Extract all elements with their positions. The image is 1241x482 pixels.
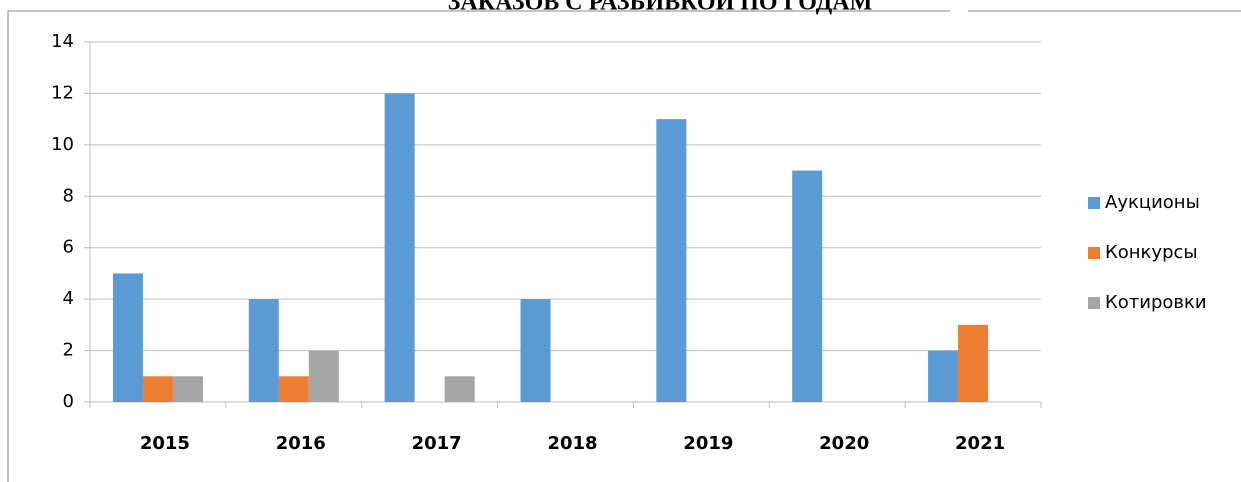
bar [248,299,279,402]
bar [792,170,823,402]
bar [384,93,415,402]
chart-title: ЗАКАЗОВ С РАЗБИВКОЙ ПО ГОДАМ [448,0,872,16]
x-tick-label: 2016 [276,433,326,454]
bar [928,350,959,402]
legend-label: Аукционы [1105,192,1200,213]
bar [278,376,309,402]
bar [444,376,475,402]
bar [520,299,551,402]
bar [172,376,203,402]
legend-swatch [1088,297,1100,309]
x-tick-label: 2020 [819,433,869,454]
y-tick-label: 0 [63,391,74,412]
x-tick-label: 2015 [140,433,190,454]
y-tick-label: 14 [51,31,74,52]
y-tick-label: 12 [51,82,74,103]
legend-swatch [1088,247,1100,259]
x-tick-label: 2018 [547,433,597,454]
bar [958,324,989,402]
legend-swatch [1088,197,1100,209]
x-tick-label: 2021 [955,433,1005,454]
x-tick-label: 2019 [683,433,733,454]
x-tick-label: 2017 [412,433,462,454]
y-tick-label: 10 [51,134,74,155]
y-tick-label: 4 [63,288,74,309]
bar [142,376,173,402]
y-tick-label: 2 [63,340,74,361]
bar [656,119,687,403]
bar [112,273,143,402]
bar [308,350,339,402]
y-tick-label: 8 [63,185,74,206]
legend-label: Котировки [1105,292,1207,313]
chart-frame [7,10,1241,482]
legend-label: Конкурсы [1105,242,1198,263]
y-tick-label: 6 [63,237,74,258]
